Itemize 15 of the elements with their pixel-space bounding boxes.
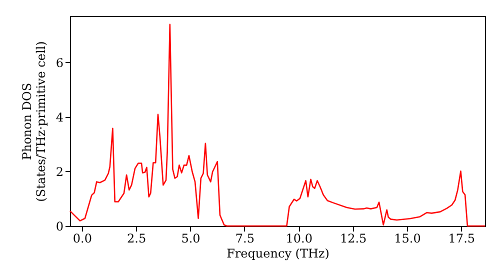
x-tick-label: 5.0 [181,232,200,246]
x-axis-title: Frequency (THz) [226,246,330,260]
x-tick-label: 0.0 [72,232,92,246]
line-series [69,24,486,227]
x-tick-label: 10.0 [286,232,312,246]
y-tick-label: 4 [56,110,64,124]
y-tick-label: 2 [56,164,64,179]
x-tick-label: 17.5 [448,232,476,246]
y-axis-title: Phonon DOS (States/THz·primitive cell) [20,41,48,202]
x-tick-label: 12.5 [340,232,367,246]
y-tick-label: 6 [56,56,64,70]
y-tick-label: 0 [56,220,64,234]
x-tick-label: 2.5 [127,232,146,246]
x-tick-label: 7.5 [235,232,254,246]
x-tick-label: 15.0 [394,232,421,246]
